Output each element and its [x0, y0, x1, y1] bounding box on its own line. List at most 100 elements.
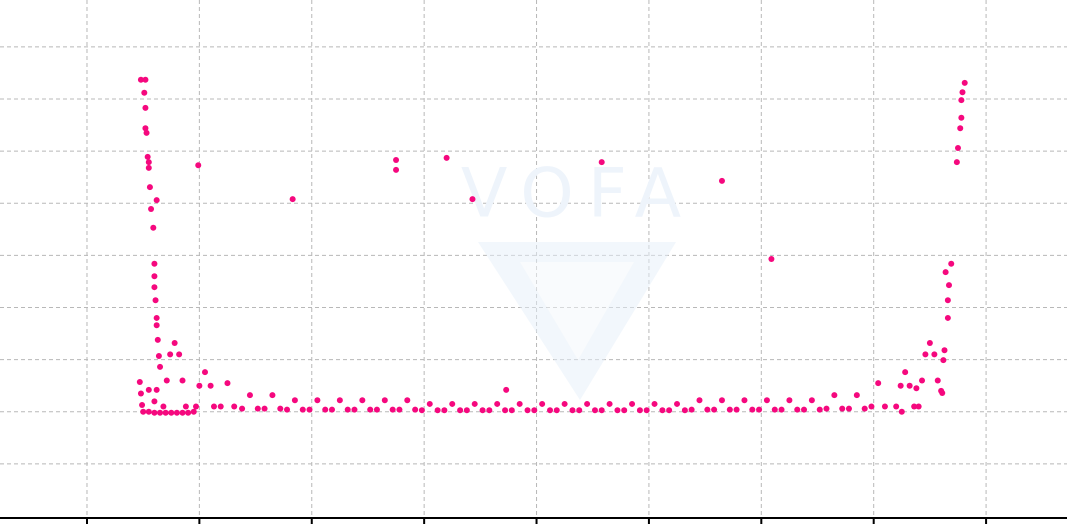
- point: [502, 407, 509, 414]
- point: [151, 260, 158, 267]
- point: [959, 89, 966, 96]
- point: [396, 406, 403, 413]
- point: [328, 406, 335, 413]
- point: [718, 177, 725, 184]
- point: [651, 400, 658, 407]
- point: [367, 406, 374, 413]
- point: [636, 407, 643, 414]
- point: [561, 400, 568, 407]
- point: [146, 184, 153, 191]
- point: [142, 76, 149, 83]
- point: [151, 398, 158, 405]
- point: [145, 408, 152, 415]
- point: [598, 407, 605, 414]
- point: [463, 407, 470, 414]
- point: [277, 405, 284, 412]
- point: [179, 377, 186, 384]
- point: [893, 403, 900, 410]
- point: [173, 409, 180, 416]
- point: [919, 377, 926, 384]
- point: [404, 397, 411, 404]
- point: [913, 385, 920, 392]
- point: [160, 403, 167, 410]
- point: [823, 405, 830, 412]
- point: [201, 369, 208, 376]
- point: [157, 363, 164, 370]
- point: [153, 386, 160, 393]
- point: [718, 397, 725, 404]
- point: [157, 409, 164, 416]
- logo-shape: [520, 262, 634, 360]
- point: [351, 406, 358, 413]
- point: [771, 406, 778, 413]
- point: [606, 400, 613, 407]
- point: [145, 386, 152, 393]
- point: [831, 392, 838, 399]
- point: [539, 400, 546, 407]
- point: [503, 386, 510, 393]
- point: [443, 154, 450, 161]
- point: [393, 157, 400, 164]
- point: [269, 392, 276, 399]
- point: [373, 406, 380, 413]
- point: [136, 379, 143, 386]
- point: [681, 407, 688, 414]
- point: [911, 403, 918, 410]
- point: [941, 347, 948, 354]
- point: [696, 397, 703, 404]
- point: [176, 351, 183, 358]
- point: [643, 407, 650, 414]
- point: [957, 125, 964, 132]
- point: [733, 406, 740, 413]
- point: [381, 397, 388, 404]
- point: [881, 403, 888, 410]
- point: [940, 357, 947, 364]
- point: [839, 405, 846, 412]
- point: [148, 206, 155, 213]
- point: [167, 351, 174, 358]
- point: [553, 407, 560, 414]
- point: [944, 297, 951, 304]
- point: [151, 409, 158, 416]
- point: [457, 407, 464, 414]
- point: [231, 403, 238, 410]
- watermark-logo: [478, 242, 676, 400]
- point: [314, 397, 321, 404]
- point: [934, 377, 941, 384]
- point: [621, 407, 628, 414]
- point: [569, 407, 576, 414]
- point: [958, 97, 965, 104]
- point: [145, 159, 152, 166]
- point: [190, 408, 197, 415]
- point: [931, 351, 938, 358]
- point: [471, 400, 478, 407]
- point: [861, 405, 868, 412]
- point: [182, 403, 189, 410]
- point: [217, 403, 224, 410]
- point: [196, 382, 203, 389]
- point: [524, 407, 531, 414]
- point: [768, 256, 775, 263]
- point: [207, 382, 214, 389]
- point: [163, 377, 170, 384]
- point: [150, 224, 157, 231]
- point: [393, 166, 400, 173]
- point: [137, 76, 144, 83]
- point: [778, 406, 785, 413]
- point: [224, 380, 231, 387]
- point: [875, 380, 882, 387]
- point: [145, 164, 152, 171]
- point: [210, 403, 217, 410]
- point: [179, 409, 186, 416]
- point: [749, 406, 756, 413]
- point: [598, 159, 605, 166]
- point: [449, 400, 456, 407]
- point: [142, 125, 149, 132]
- point: [254, 405, 261, 412]
- point: [162, 409, 169, 416]
- point: [291, 397, 298, 404]
- point: [853, 392, 860, 399]
- point: [711, 406, 718, 413]
